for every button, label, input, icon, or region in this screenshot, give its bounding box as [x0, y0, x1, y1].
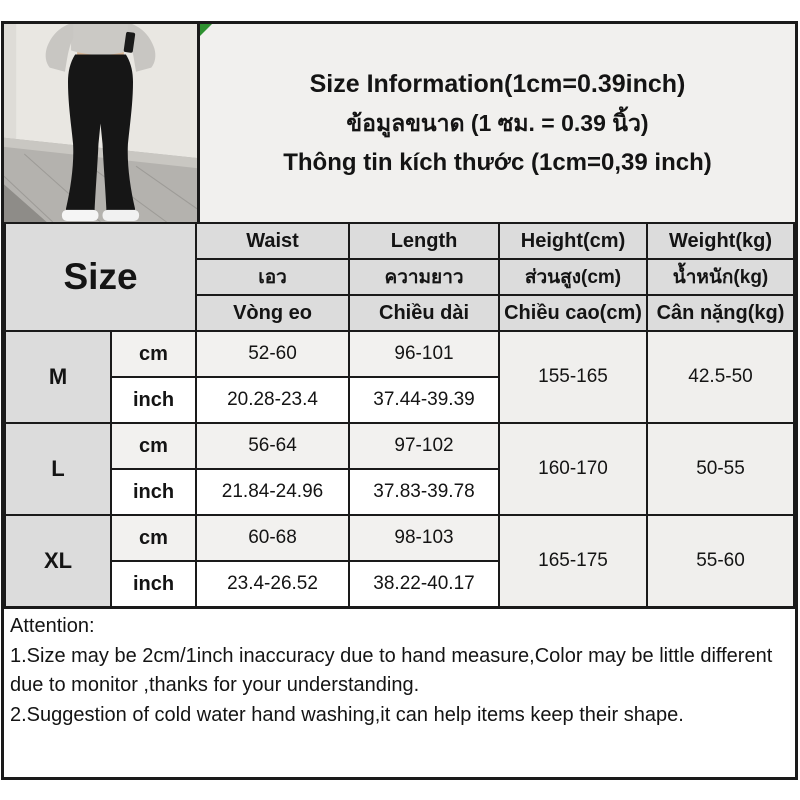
size-chart-sheet: Size Information(1cm=0.39inch) ข้อมูลขนา…: [1, 21, 798, 780]
cell-l-length-inch: 37.83-39.78: [348, 468, 501, 516]
cell-corner-marker-icon: [200, 24, 212, 36]
title-block: Size Information(1cm=0.39inch) ข้อมูลขนา…: [200, 24, 795, 222]
attention-section: Attention: 1.Size may be 2cm/1inch inacc…: [4, 608, 795, 777]
cell-l-height: 160-170: [498, 422, 649, 516]
row-label-xl: XL: [4, 514, 112, 608]
cell-xl-length-inch: 38.22-40.17: [348, 560, 501, 608]
cell-xl-waist-cm: 60-68: [195, 514, 351, 562]
cell-m-waist-inch: 20.28-23.4: [195, 376, 351, 424]
title-english: Size Information(1cm=0.39inch): [309, 69, 686, 98]
attention-note-1: 1.Size may be 2cm/1inch inaccuracy due t…: [10, 644, 773, 697]
header-weight-th: น้ำหนัก(kg): [646, 258, 795, 296]
size-table: Size Waist Length Height(cm) Weight(kg) …: [3, 222, 795, 608]
product-photo-illustration: [4, 24, 197, 222]
unit-inch: inch: [109, 376, 198, 424]
header-waist-th: เอว: [195, 258, 351, 296]
header-height-th: ส่วนสูง(cm): [498, 258, 649, 296]
header-waist-en: Waist: [195, 222, 351, 260]
header-length-en: Length: [348, 222, 501, 260]
header-weight-vi: Cân nặng(kg): [646, 294, 795, 332]
header-height-vi: Chiều cao(cm): [498, 294, 649, 332]
cell-l-waist-inch: 21.84-24.96: [195, 468, 351, 516]
cell-xl-length-cm: 98-103: [348, 514, 501, 562]
unit-inch: inch: [109, 468, 198, 516]
unit-cm: cm: [109, 330, 198, 378]
cell-l-weight: 50-55: [646, 422, 795, 516]
header-height-en: Height(cm): [498, 222, 649, 260]
cell-xl-height: 165-175: [498, 514, 649, 608]
title-thai: ข้อมูลขนาด (1 ซม. = 0.39 นิ้ว): [346, 109, 649, 136]
attention-heading: Attention:: [10, 615, 95, 637]
cell-m-waist-cm: 52-60: [195, 330, 351, 378]
table-corner-size-label: Size: [3, 222, 198, 332]
cell-xl-waist-inch: 23.4-26.52: [195, 560, 351, 608]
cell-xl-weight: 55-60: [646, 514, 795, 608]
top-section: Size Information(1cm=0.39inch) ข้อมูลขนา…: [4, 24, 795, 222]
header-weight-en: Weight(kg): [646, 222, 795, 260]
attention-note-2: 2.Suggestion of cold water hand washing,…: [10, 703, 684, 726]
unit-inch: inch: [109, 560, 198, 608]
row-label-m: M: [4, 330, 112, 424]
unit-cm: cm: [109, 514, 198, 562]
unit-cm: cm: [109, 422, 198, 470]
header-length-vi: Chiều dài: [348, 294, 501, 332]
cell-m-weight: 42.5-50: [646, 330, 795, 424]
row-label-l: L: [4, 422, 112, 516]
product-photo: [4, 24, 200, 222]
cell-m-length-cm: 96-101: [348, 330, 501, 378]
cell-l-waist-cm: 56-64: [195, 422, 351, 470]
header-waist-vi: Vòng eo: [195, 294, 351, 332]
cell-m-length-inch: 37.44-39.39: [348, 376, 501, 424]
title-vietnamese: Thông tin kích thước (1cm=0,39 inch): [283, 148, 712, 176]
header-length-th: ความยาว: [348, 258, 501, 296]
cell-l-length-cm: 97-102: [348, 422, 501, 470]
cell-m-height: 155-165: [498, 330, 649, 424]
